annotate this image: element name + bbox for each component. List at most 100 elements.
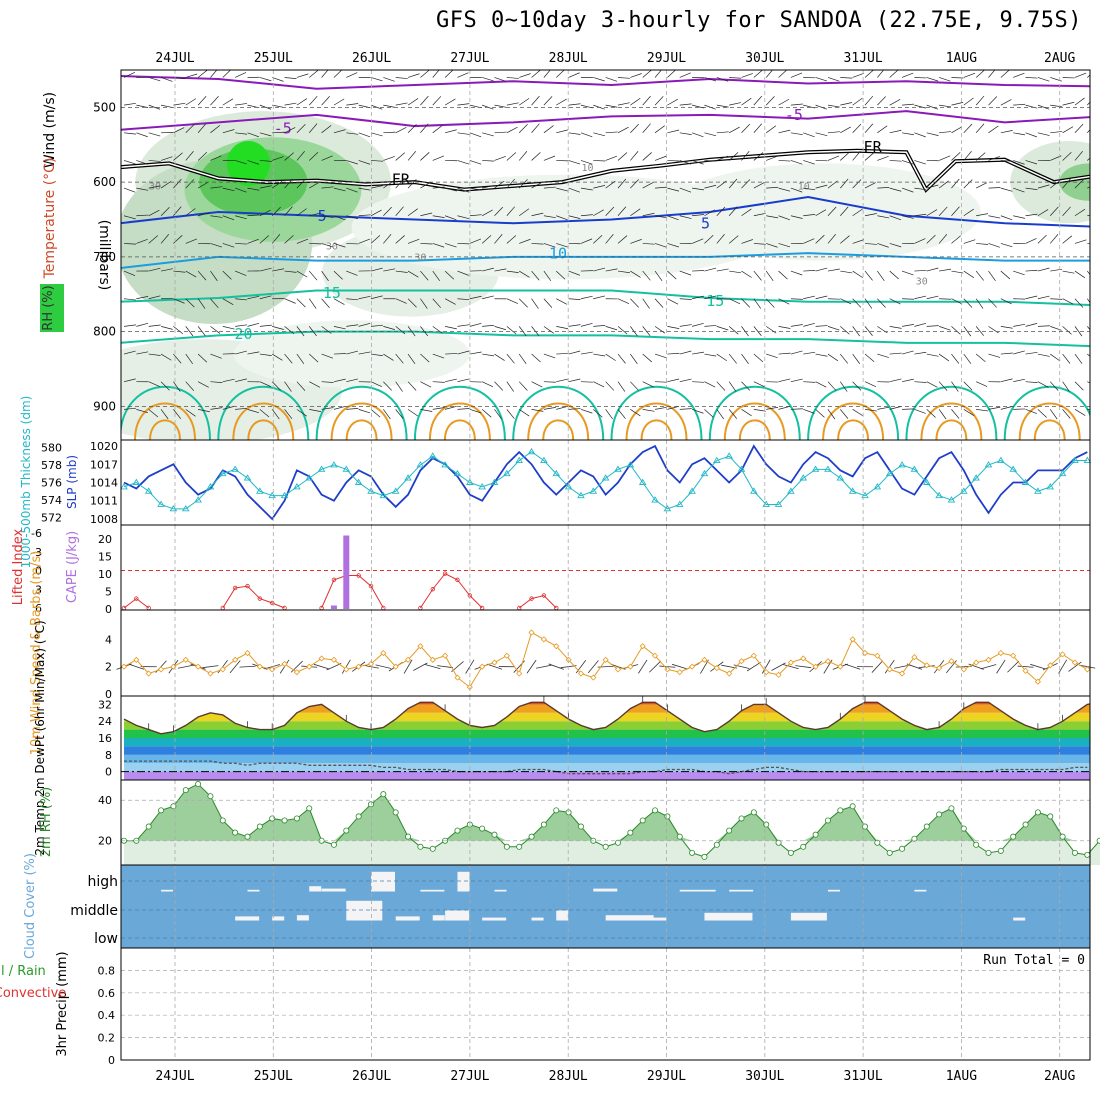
lifted-index-point [430,587,435,592]
wind10-barb [996,659,1006,674]
wind-barb [197,151,208,161]
isotherm-20 [121,330,1090,348]
wind-barb [642,353,652,363]
wind-barb [346,103,359,106]
wind-barb [518,151,528,161]
wind10-barb [239,665,256,668]
wind-barb [654,155,667,161]
wind-barb [308,270,318,281]
wind-barb [210,186,223,189]
thickness-point [1046,483,1055,490]
wind-barb [556,378,569,383]
wind-barb [432,270,440,282]
wind-barb [1074,123,1084,134]
wind-barb [136,214,149,217]
wind-barb [889,243,902,248]
wind-barb [728,126,740,134]
wind-barb [914,381,927,383]
wind-barb [938,409,947,420]
wind-barb [753,381,765,388]
rh2m-point [676,833,683,840]
wind10-barb [486,663,503,670]
wind-barb [778,160,791,162]
precip-run-total: Run Total = 0 [983,953,1085,968]
wind-barb [1000,298,1012,305]
wind-barb [185,298,195,308]
wind-barb [519,73,531,78]
wind-barb [630,208,641,217]
ylabel-temp: 2m Temp 2m DewPt (6hr Min/Max) (°C) [33,620,47,855]
wind-barb [568,324,581,327]
wind10-point [182,656,189,663]
wind-barb [506,152,517,161]
wind-barb [358,322,371,327]
wind-barb [1000,187,1013,192]
wind-barb [716,353,727,362]
wind-barb [889,215,902,221]
wind-barb [432,70,440,78]
wind-barb [753,182,765,189]
wind-barb [321,155,333,161]
wind-barb [235,407,248,410]
wind-barb [790,215,803,219]
rh2m-point [293,815,300,822]
wind-barb [630,73,642,78]
wind-barb [160,326,173,330]
wind-barb [235,103,248,106]
thickness-point [416,461,425,468]
wind-barb [1025,381,1038,383]
date-label-top: 26JUL [352,51,391,66]
wind-barb [1037,353,1050,357]
wind-barb [185,151,194,161]
wind-barb [704,234,714,244]
rh2m-point [269,815,276,822]
thickness-point [947,496,956,503]
wind-barb [617,178,627,189]
wind-barb [716,326,729,331]
wind-barb [729,77,742,79]
wind-barb [753,298,762,309]
wind-barb [210,407,223,410]
wind-barb [506,270,519,273]
wind-barb [617,126,629,134]
temperature-band-2 [124,754,1090,764]
wind-barb [692,270,705,272]
wind-barb [432,326,443,334]
wind-barb [1013,270,1025,276]
wind-barb [580,295,593,300]
wind-barb [1050,131,1063,134]
wind10-barb [1068,661,1082,672]
thickness-point [898,461,906,468]
wind-barb [469,409,482,414]
wind-barb [803,214,816,217]
tick-label-pressure: 500 [93,100,116,114]
wind10-point [306,663,313,670]
wind-barb [346,298,359,301]
wind-barb [370,267,383,272]
wind-barb [642,152,652,161]
wind-barb [395,409,404,419]
wind-barb [296,124,306,134]
wind-barb [951,353,960,364]
wind-barb [333,270,343,280]
isotherm-loop-inner-3 [443,419,476,440]
wind10-point [1034,678,1041,685]
cloud-middle-3 [346,900,383,921]
wind10-point [553,643,560,650]
wind-barb [457,103,470,106]
wind-barb [123,102,136,106]
wind10-point [812,663,819,670]
wind-barb [1062,381,1070,392]
date-label-top: 30JUL [745,51,784,66]
tick-label-slp: 1008 [90,513,118,526]
wind-barb [1087,214,1090,217]
wind10-point [429,656,436,663]
wind10-point [750,652,757,659]
wind-barb [951,235,961,244]
wind-barb [766,243,778,248]
wind-barb [160,353,172,361]
wind-barb [926,295,939,300]
wind-barb [1062,101,1075,106]
wind-barb [346,350,359,355]
wind-barb [951,102,964,106]
